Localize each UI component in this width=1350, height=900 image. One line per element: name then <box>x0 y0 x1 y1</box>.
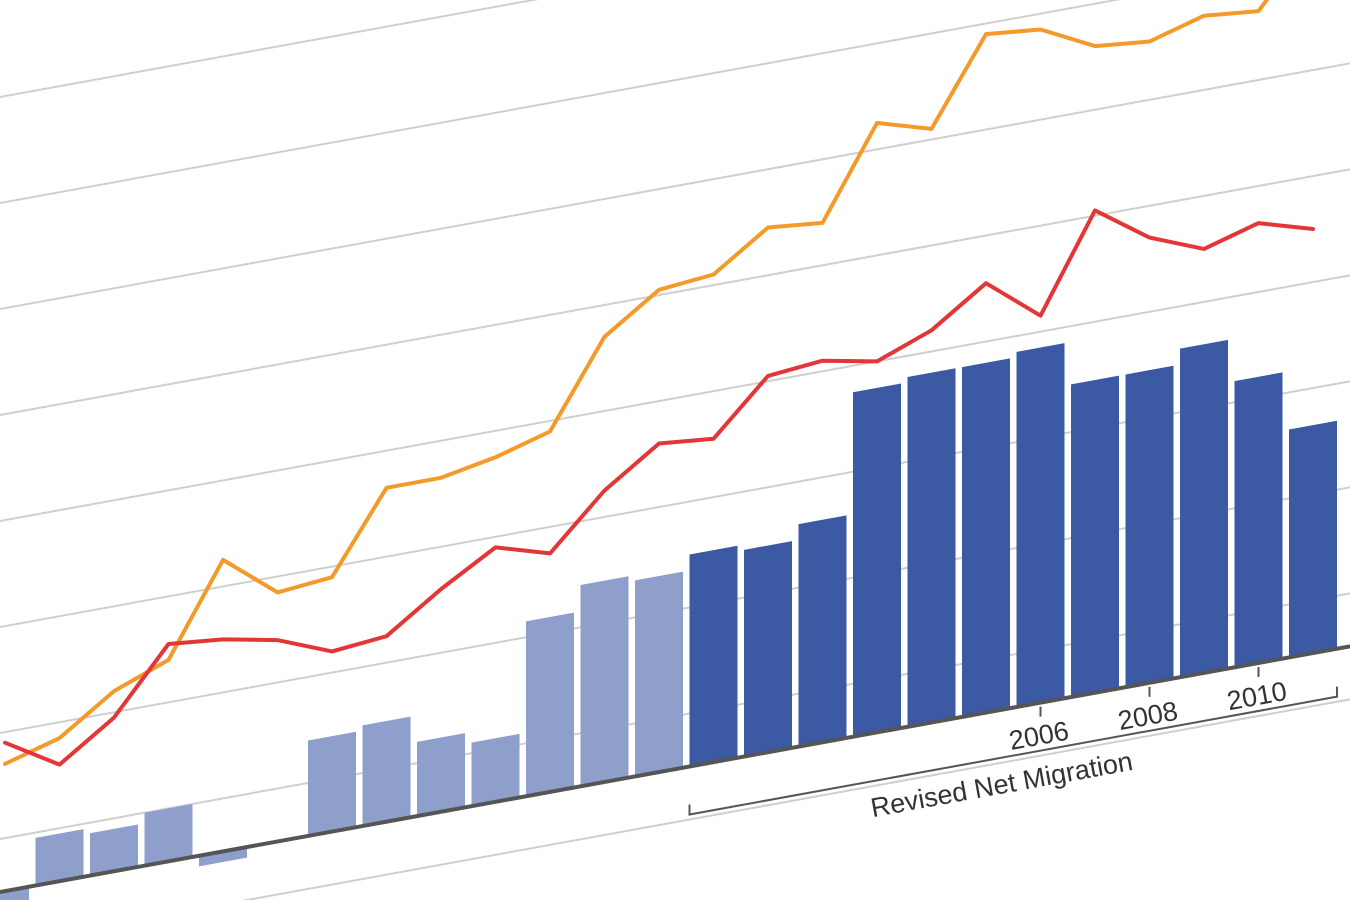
bar-light <box>199 847 247 867</box>
bar-dark <box>1125 365 1174 688</box>
gridline <box>0 274 1350 522</box>
bar-dark <box>853 383 901 737</box>
gridline <box>0 380 1350 628</box>
gridline <box>0 0 539 98</box>
bar-dark <box>962 358 1010 717</box>
x-tick-label: 2006 <box>1007 716 1071 756</box>
bar-dark <box>907 368 956 727</box>
bar-light <box>362 716 411 827</box>
bar-light <box>635 571 683 777</box>
bar-dark <box>1289 420 1337 658</box>
gridline <box>241 698 1350 900</box>
x-tick-label: 2010 <box>1225 676 1289 716</box>
bar-dark <box>744 541 792 757</box>
bar-light <box>471 733 520 807</box>
line-series-red <box>3 208 1315 767</box>
line-series-orange <box>3 0 1270 766</box>
bar-light <box>90 824 138 876</box>
bar-light <box>144 803 193 866</box>
bar-light <box>580 576 629 787</box>
bar-dark <box>798 515 847 747</box>
bar-light <box>526 612 574 797</box>
bar-light <box>35 829 84 886</box>
bar-dark <box>1016 343 1065 707</box>
line-series <box>3 0 1315 767</box>
gridline <box>0 168 1350 416</box>
bar-dark <box>1180 339 1228 678</box>
bar-dark <box>689 545 738 767</box>
x-tick-label: 2008 <box>1116 696 1180 736</box>
bar-dark <box>1234 372 1283 668</box>
bars-light-series <box>0 571 683 900</box>
bar-light <box>417 733 465 817</box>
x-axis-line <box>0 644 1350 894</box>
annotation-bracket <box>688 686 1338 816</box>
bar-dark <box>1071 375 1119 698</box>
gridline <box>0 62 1350 310</box>
gridline <box>0 0 1121 204</box>
bars-dark-series <box>689 339 1337 767</box>
bar-light <box>308 731 356 836</box>
